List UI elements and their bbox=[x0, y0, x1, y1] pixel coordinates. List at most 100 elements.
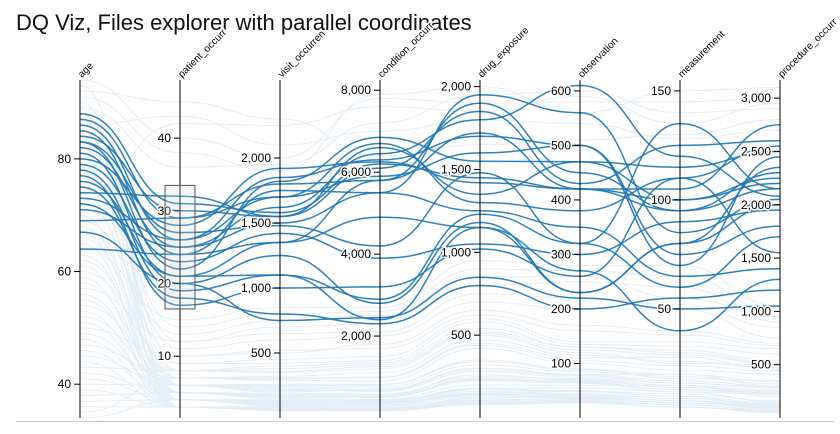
background-line bbox=[79, 401, 781, 413]
background-line bbox=[79, 396, 781, 419]
background-line bbox=[79, 203, 781, 357]
tick-label: 4,000 bbox=[341, 247, 371, 261]
tick-label: 1,500 bbox=[441, 162, 471, 176]
tick-label: 1,000 bbox=[441, 245, 471, 259]
tick-label: 500 bbox=[551, 138, 571, 152]
tick-label: 500 bbox=[451, 328, 471, 342]
svg-text:500: 500 bbox=[751, 358, 771, 372]
axis-title[interactable]: measurement bbox=[676, 29, 727, 80]
selected-line bbox=[79, 191, 781, 278]
svg-text:100: 100 bbox=[551, 356, 571, 370]
tick-label: 2,000 bbox=[241, 151, 271, 165]
tick-label: 2,000 bbox=[341, 329, 371, 343]
tick-label: 30 bbox=[158, 204, 172, 218]
selected-line bbox=[79, 144, 781, 256]
svg-text:50: 50 bbox=[658, 302, 672, 316]
brush-selection[interactable] bbox=[164, 184, 196, 310]
selected-line bbox=[79, 102, 781, 222]
axis-title[interactable]: condition_occurr bbox=[376, 20, 436, 80]
background-line bbox=[79, 158, 781, 328]
svg-text:1,000: 1,000 bbox=[241, 281, 271, 295]
bottom-divider bbox=[16, 421, 834, 422]
svg-text:400: 400 bbox=[551, 193, 571, 207]
background-line bbox=[79, 86, 781, 172]
svg-text:150: 150 bbox=[651, 84, 671, 98]
tick-label: 2,500 bbox=[741, 144, 771, 158]
svg-text:80: 80 bbox=[58, 152, 72, 166]
tick-label: 2,000 bbox=[441, 80, 471, 94]
axis-title[interactable]: procedure_occurr bbox=[776, 16, 840, 80]
svg-text:500: 500 bbox=[551, 138, 571, 152]
tick-label: 200 bbox=[551, 302, 571, 316]
svg-text:40: 40 bbox=[158, 131, 172, 145]
axis-drug_exposure[interactable]: 5005001,0001,0001,5001,5002,0002,000drug… bbox=[439, 23, 533, 418]
svg-text:1,500: 1,500 bbox=[441, 162, 471, 176]
svg-text:2,000: 2,000 bbox=[341, 329, 371, 343]
svg-text:300: 300 bbox=[551, 247, 571, 261]
svg-text:2,000: 2,000 bbox=[441, 80, 471, 94]
tick-label: 1,000 bbox=[241, 281, 271, 295]
svg-text:500: 500 bbox=[251, 346, 271, 360]
tick-label: 10 bbox=[158, 349, 172, 363]
selected-line bbox=[79, 203, 781, 332]
background-line bbox=[79, 115, 781, 146]
svg-text:1,000: 1,000 bbox=[441, 245, 471, 259]
svg-text:600: 600 bbox=[551, 84, 571, 98]
svg-text:20: 20 bbox=[158, 277, 172, 291]
axis-title[interactable]: patient_occurr bbox=[176, 27, 229, 80]
svg-text:3,000: 3,000 bbox=[741, 91, 771, 105]
axis-condition_occurrence[interactable]: 2,0002,0004,0004,0006,0006,0008,0008,000… bbox=[339, 18, 438, 418]
axis-title[interactable]: drug_exposure bbox=[476, 25, 531, 80]
svg-text:2,000: 2,000 bbox=[241, 151, 271, 165]
selected-line bbox=[79, 204, 781, 294]
background-line bbox=[79, 327, 781, 372]
tick-label: 500 bbox=[251, 346, 271, 360]
svg-text:200: 200 bbox=[551, 302, 571, 316]
background-line bbox=[79, 141, 781, 374]
svg-text:1,000: 1,000 bbox=[741, 304, 771, 318]
background-line bbox=[79, 237, 781, 372]
svg-text:8,000: 8,000 bbox=[341, 83, 371, 97]
tick-label: 600 bbox=[551, 84, 571, 98]
axis-title[interactable]: visit_occurren bbox=[276, 29, 327, 80]
tick-label: 8,000 bbox=[341, 83, 371, 97]
axis-title[interactable]: observation bbox=[576, 36, 620, 80]
svg-text:100: 100 bbox=[651, 193, 671, 207]
tick-label: 400 bbox=[551, 193, 571, 207]
background-line bbox=[79, 347, 781, 413]
selected-line bbox=[79, 122, 781, 247]
background-lines bbox=[79, 79, 781, 419]
tick-label: 40 bbox=[58, 377, 72, 391]
tick-label: 50 bbox=[658, 302, 672, 316]
svg-text:10: 10 bbox=[158, 349, 172, 363]
tick-label: 60 bbox=[58, 265, 72, 279]
tick-label: 100 bbox=[551, 356, 571, 370]
svg-text:6,000: 6,000 bbox=[341, 165, 371, 179]
axis-title[interactable]: age bbox=[76, 60, 96, 80]
svg-text:2,500: 2,500 bbox=[741, 144, 771, 158]
svg-text:60: 60 bbox=[58, 265, 72, 279]
svg-text:1,500: 1,500 bbox=[241, 216, 271, 230]
svg-text:2,000: 2,000 bbox=[741, 198, 771, 212]
svg-text:1,500: 1,500 bbox=[741, 251, 771, 265]
svg-text:30: 30 bbox=[158, 204, 172, 218]
tick-label: 150 bbox=[651, 84, 671, 98]
background-line bbox=[79, 314, 781, 357]
svg-text:40: 40 bbox=[58, 377, 72, 391]
page-title: DQ Viz, Files explorer with parallel coo… bbox=[16, 10, 472, 35]
tick-label: 1,500 bbox=[741, 251, 771, 265]
svg-text:500: 500 bbox=[451, 328, 471, 342]
tick-label: 40 bbox=[158, 131, 172, 145]
background-line bbox=[79, 130, 781, 401]
tick-label: 6,000 bbox=[341, 165, 371, 179]
axis-procedure_occurrence[interactable]: 5005001,0001,0001,5001,5002,0002,0002,50… bbox=[739, 15, 840, 418]
background-line bbox=[79, 380, 781, 398]
tick-label: 20 bbox=[158, 277, 172, 291]
tick-label: 1,500 bbox=[241, 216, 271, 230]
brush-layer[interactable] bbox=[164, 184, 196, 310]
tick-label: 100 bbox=[651, 193, 671, 207]
selected-line bbox=[79, 146, 781, 218]
tick-label: 80 bbox=[58, 152, 72, 166]
